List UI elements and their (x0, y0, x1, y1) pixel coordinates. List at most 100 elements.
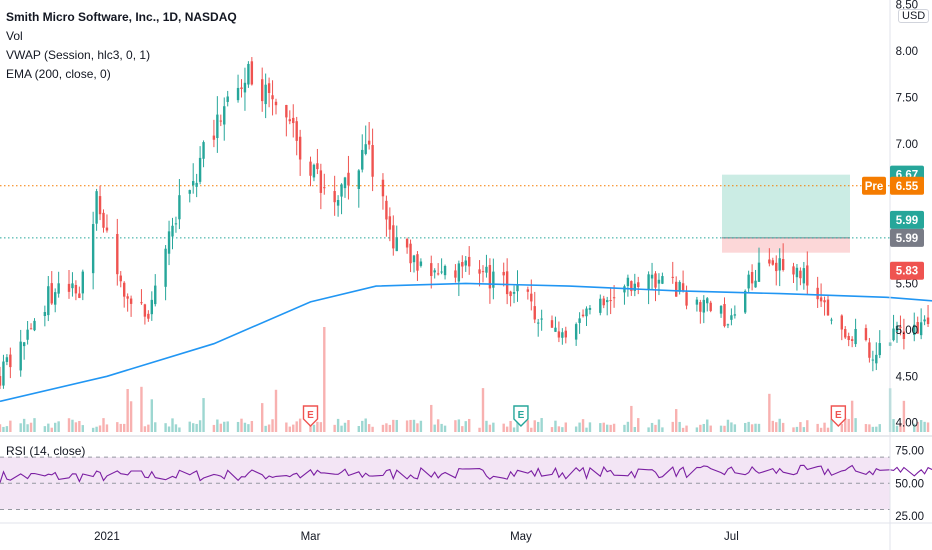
volume-bar (433, 424, 436, 432)
volume-bar (485, 420, 488, 432)
price-tag-value: 5.99 (896, 233, 918, 245)
volume-bar (147, 424, 150, 432)
volume-bar (409, 419, 412, 432)
volume-bar (416, 423, 419, 432)
candle-body (802, 268, 806, 284)
volume-bar (902, 400, 906, 432)
candle-body (678, 281, 681, 292)
volume-bar (916, 421, 919, 432)
volume-bar (554, 420, 557, 432)
volume-bar (298, 418, 302, 432)
candle-body (271, 95, 274, 100)
price-tag-box (890, 210, 924, 229)
volume-bar (285, 422, 288, 432)
volume-bar (492, 422, 495, 432)
rsi-line (0, 464, 932, 483)
candle-body (178, 195, 181, 220)
candle-body (913, 324, 916, 336)
price-tag-box (890, 261, 924, 280)
indicator-vwap[interactable]: VWAP (Session, hlc3, 0, 1) (6, 48, 151, 62)
candle-body (847, 336, 850, 341)
earnings-marker-shape (830, 405, 847, 427)
volume-bar (267, 424, 271, 432)
candle-body (412, 255, 416, 263)
candle-body (105, 227, 109, 231)
candle-body (323, 187, 326, 189)
indicator-ema[interactable]: EMA (200, close, 0) (6, 67, 111, 81)
volume-bar (361, 420, 364, 432)
target-zone[interactable] (722, 174, 850, 238)
volume-bar (505, 426, 509, 432)
candle-body (433, 270, 436, 273)
candle-body (747, 274, 750, 289)
candle-body (247, 63, 250, 85)
volume-bar (864, 424, 868, 432)
volume-bar (381, 424, 385, 432)
earnings-marker[interactable]: E (302, 405, 319, 427)
candle-body (188, 190, 191, 194)
candle-body (671, 276, 674, 278)
volume-bar (878, 424, 881, 432)
volume-bar (395, 419, 398, 432)
volume-bar (219, 423, 222, 432)
time-tick-label: 2021 (94, 531, 120, 543)
candle-body (919, 322, 923, 336)
price-tick-label: 4.00 (896, 418, 918, 430)
candle-body (564, 330, 567, 338)
earnings-marker-shape (302, 405, 319, 427)
volume-bar (292, 424, 295, 432)
candle-body (895, 325, 899, 332)
volume-bar (126, 389, 129, 432)
candle-body (78, 293, 81, 298)
candle-body (775, 262, 778, 272)
candle-body (850, 339, 854, 341)
earnings-marker[interactable]: E (513, 405, 529, 427)
time-axis[interactable]: 2021MarMayJulSepNov2022 (94, 531, 932, 543)
stop-zone[interactable] (722, 237, 850, 253)
price-tag-box (890, 228, 924, 247)
candle-body (540, 318, 543, 320)
earnings-marker[interactable]: E (830, 405, 847, 427)
volume-bar (457, 419, 461, 432)
candle-body (54, 292, 57, 305)
candle-body (285, 104, 288, 118)
candle-body (771, 260, 774, 265)
volume-bar (850, 400, 854, 432)
candle-body (126, 296, 129, 299)
price-tag-position-entry: 5.99 (890, 228, 924, 247)
candle-body (340, 184, 343, 197)
volume-bar (702, 423, 705, 432)
volume-bar (461, 426, 464, 432)
volume-bar (754, 423, 757, 432)
currency-label[interactable]: USD (898, 9, 930, 23)
candle-body (878, 343, 881, 356)
volume-bar (895, 425, 899, 432)
volume-bar (419, 420, 423, 432)
candle-body (309, 161, 312, 176)
candle-body (730, 315, 733, 320)
candle-body (454, 270, 457, 278)
volume-bar (606, 424, 609, 432)
candle-body (661, 276, 664, 284)
indicator-rsi[interactable]: RSI (14, close) (6, 444, 86, 458)
candle-body (502, 271, 505, 276)
volume-bar (174, 424, 178, 432)
price-tag-pre-market: Pre 6.55 (862, 176, 924, 195)
rsi-axis[interactable]: 75.00 50.00 25.00 (895, 446, 924, 524)
volume-bar (98, 425, 102, 432)
candle-body (43, 312, 47, 316)
volume-bar (26, 424, 29, 432)
volume-bar (312, 424, 316, 432)
volume-bar (71, 419, 74, 432)
indicator-volume[interactable]: Vol (6, 29, 23, 43)
volume-bar (509, 420, 512, 432)
volume-bar (178, 427, 181, 432)
volume-bar (581, 419, 585, 432)
volume-bar (623, 424, 626, 432)
candle-body (392, 225, 395, 249)
volume-bar (795, 426, 799, 432)
candle-body (823, 300, 826, 303)
symbol-title[interactable]: Smith Micro Software, Inc., 1D, NASDAQ (6, 10, 237, 24)
volume-bar (140, 386, 143, 432)
